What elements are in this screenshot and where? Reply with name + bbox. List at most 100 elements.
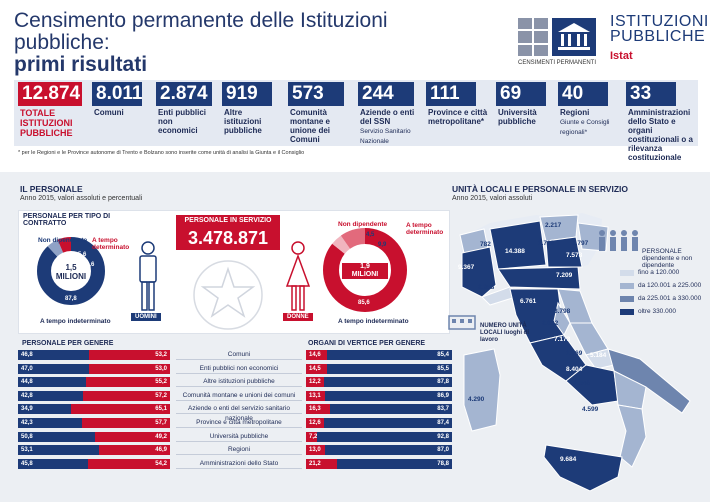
gender-row: 50,8 49,2 Università pubbliche 7,2 92,8 xyxy=(16,431,452,443)
stat-stato: 33 Amministrazioni dello Stato e organi … xyxy=(626,80,696,162)
gender-row: 45,8 54,2 Amministrazioni dello Stato 21,2 7… xyxy=(16,458,452,470)
stat-label: Altre istituzioni pubbliche xyxy=(224,108,262,135)
bar-personale-donne: 57,7 xyxy=(82,418,170,428)
region-value: 2.217 xyxy=(545,222,562,229)
legend-swatch xyxy=(620,283,634,289)
stat-altre: 919 Altre istituzioni pubbliche xyxy=(222,80,282,146)
stat-regioni: 40 Regioni Giunte e Consigli regionali* xyxy=(558,80,620,146)
region-value: 2.858 xyxy=(478,284,495,291)
stat-value: 919 xyxy=(222,82,272,106)
region-value: 5.184 xyxy=(590,352,607,359)
gender-row: 42,3 57,7 Province e città metropolitane 12… xyxy=(16,418,452,429)
legend-label: da 120.001 a 225.000 xyxy=(638,282,702,289)
stat-value: 111 xyxy=(426,82,476,106)
stat-ssn: 244 Aziende o enti del SSN Servizio Sanit… xyxy=(358,80,420,146)
row-label: Amministrazioni dello Stato xyxy=(176,459,302,469)
row-label: Comuni xyxy=(176,350,302,360)
gender-row: 46,8 53,2 Comuni 14,6 85,4 xyxy=(16,350,452,361)
uomini-center-unit: MILIONI xyxy=(55,272,87,281)
region-value: 3.798 xyxy=(554,308,571,315)
row-label: Province e città metropolitane xyxy=(176,418,302,428)
donne-ind-value: 85,6 xyxy=(358,300,370,306)
stat-label-sub: Giunte e Consigli regionali* xyxy=(560,119,610,136)
row-label: Aziende o enti del servizio sanitario na… xyxy=(176,404,302,422)
region-value: 8.404 xyxy=(566,366,583,373)
ip-line1: ISTITUZIONI xyxy=(610,13,709,30)
vertice-title: ORGANI DI VERTICE PER GENERE xyxy=(308,340,426,347)
stat-label-main: Aziende o enti del SSN xyxy=(360,108,415,126)
uomini-ind-label: A tempo indeterminato xyxy=(40,318,111,325)
donne-det-value: 9,9 xyxy=(378,242,387,248)
map-legend: fino a 120.000 da 120.001 a 225.000 da 225… xyxy=(620,269,706,330)
stat-label: Enti pubblici non economici xyxy=(158,108,206,135)
donne-nondip-value: 4,5 xyxy=(366,232,375,238)
stat-label: TOTALE ISTITUZIONI PUBBLICHE xyxy=(20,108,73,138)
bar-vertice-uomini: 85,4 xyxy=(327,350,452,360)
uomini-ind-value: 87,8 xyxy=(65,296,77,302)
building-icon xyxy=(552,18,596,56)
bar-vertice-uomini: 86,9 xyxy=(325,390,452,401)
legend-swatch xyxy=(620,296,634,302)
gender-bars: 46,8 53,2 Comuni 14,6 85,4 47,0 53,0 Enti pubbl… xyxy=(16,350,452,475)
bar-vertice-uomini: 87,0 xyxy=(324,445,452,456)
legend-swatch xyxy=(620,270,634,276)
bar-personale-donne: 57,2 xyxy=(83,390,170,401)
bar-vertice-donne: 12,2 xyxy=(306,377,324,388)
uomini-center-value: 1,5 xyxy=(65,263,77,272)
uomini-det-label: A tempo determinato xyxy=(92,237,130,251)
stat-label: Province e città metropolitane* xyxy=(428,108,488,126)
bar-personale-uomini: 34,9 xyxy=(18,404,72,415)
census-caption: CENSIMENTI PERMANENTI xyxy=(518,60,597,66)
bar-vertice-uomini: 78,8 xyxy=(336,458,452,469)
uomini-det-value: 6,6 xyxy=(86,262,95,268)
man-icon xyxy=(139,241,157,311)
title-line1: Censimento permanente delle Istituzioni … xyxy=(14,9,388,54)
slice-determinato xyxy=(323,228,407,312)
istat-logo: Istat xyxy=(610,50,633,62)
woman-icon xyxy=(285,241,311,311)
bar-vertice-donne: 14,6 xyxy=(306,350,328,360)
stat-value: 8.011 xyxy=(92,82,143,106)
donne-center-value: 1,9 xyxy=(360,263,370,270)
stat-label-sub: Servizio Sanitario Nazionale xyxy=(360,128,411,145)
stat-label: Comuni xyxy=(94,108,124,117)
title-line2: primi risultati xyxy=(14,53,148,76)
stat-label: Comunità montane e unione dei Comuni xyxy=(290,108,331,144)
row-label: Enti pubblici non economici xyxy=(176,364,302,374)
people-icon xyxy=(599,230,638,251)
region-value: 6.761 xyxy=(520,298,537,305)
stat-label-main: Regioni xyxy=(560,108,590,117)
uomini-center: 1,5 MILIONI xyxy=(45,263,97,281)
bar-personale-uomini: 42,3 xyxy=(18,418,83,428)
donne-nondip-label: Non dipendente xyxy=(338,221,388,228)
stat-enti: 2.874 Enti pubblici non economici xyxy=(156,80,216,146)
region-calabria xyxy=(617,404,647,468)
bar-personale-donne: 54,2 xyxy=(87,458,170,469)
stat-province: 111 Province e città metropolitane* xyxy=(426,80,490,146)
region-value: 1.546 xyxy=(574,380,591,387)
italy-map xyxy=(459,213,691,492)
stat-label: Università pubbliche xyxy=(498,108,537,126)
stat-comuni: 8.011 Comuni xyxy=(92,80,150,146)
bar-personale-uomini: 47,0 xyxy=(18,363,90,374)
bar-personale-donne: 53,0 xyxy=(89,363,170,374)
region-value: 9.684 xyxy=(560,456,577,463)
gender-row: 34,9 65,1 Aziende o enti del servizio sani… xyxy=(16,404,452,422)
uomini-nondip-label: Non dipendente xyxy=(38,237,88,244)
gender-row: 47,0 53,0 Enti pubblici non economici 14,5 8… xyxy=(16,363,452,375)
page-title: Censimento permanente delle Istituzioni … xyxy=(14,10,484,76)
row-label: Università pubbliche xyxy=(176,432,302,442)
region-sardegna xyxy=(463,348,501,432)
servizio-value: 3.478.871 xyxy=(176,226,280,250)
legend-swatch xyxy=(620,309,634,315)
donne-det-label: A tempo determinato xyxy=(406,222,444,236)
footnote: * per le Regioni e le Province autonome … xyxy=(18,150,305,156)
bar-vertice-uomini: 87,4 xyxy=(324,418,452,428)
donne-ind-label: A tempo indeterminato xyxy=(338,318,409,325)
region-value: 7.173 xyxy=(554,336,571,343)
row-label: Regioni xyxy=(176,445,302,456)
bar-vertice-uomini: 92,8 xyxy=(316,431,452,442)
stats-strip: 12.874 TOTALE ISTITUZIONI PUBBLICHE 8.01… xyxy=(14,80,698,162)
stat-value: 69 xyxy=(496,82,546,106)
bar-personale-donne: 46,9 xyxy=(98,445,170,456)
